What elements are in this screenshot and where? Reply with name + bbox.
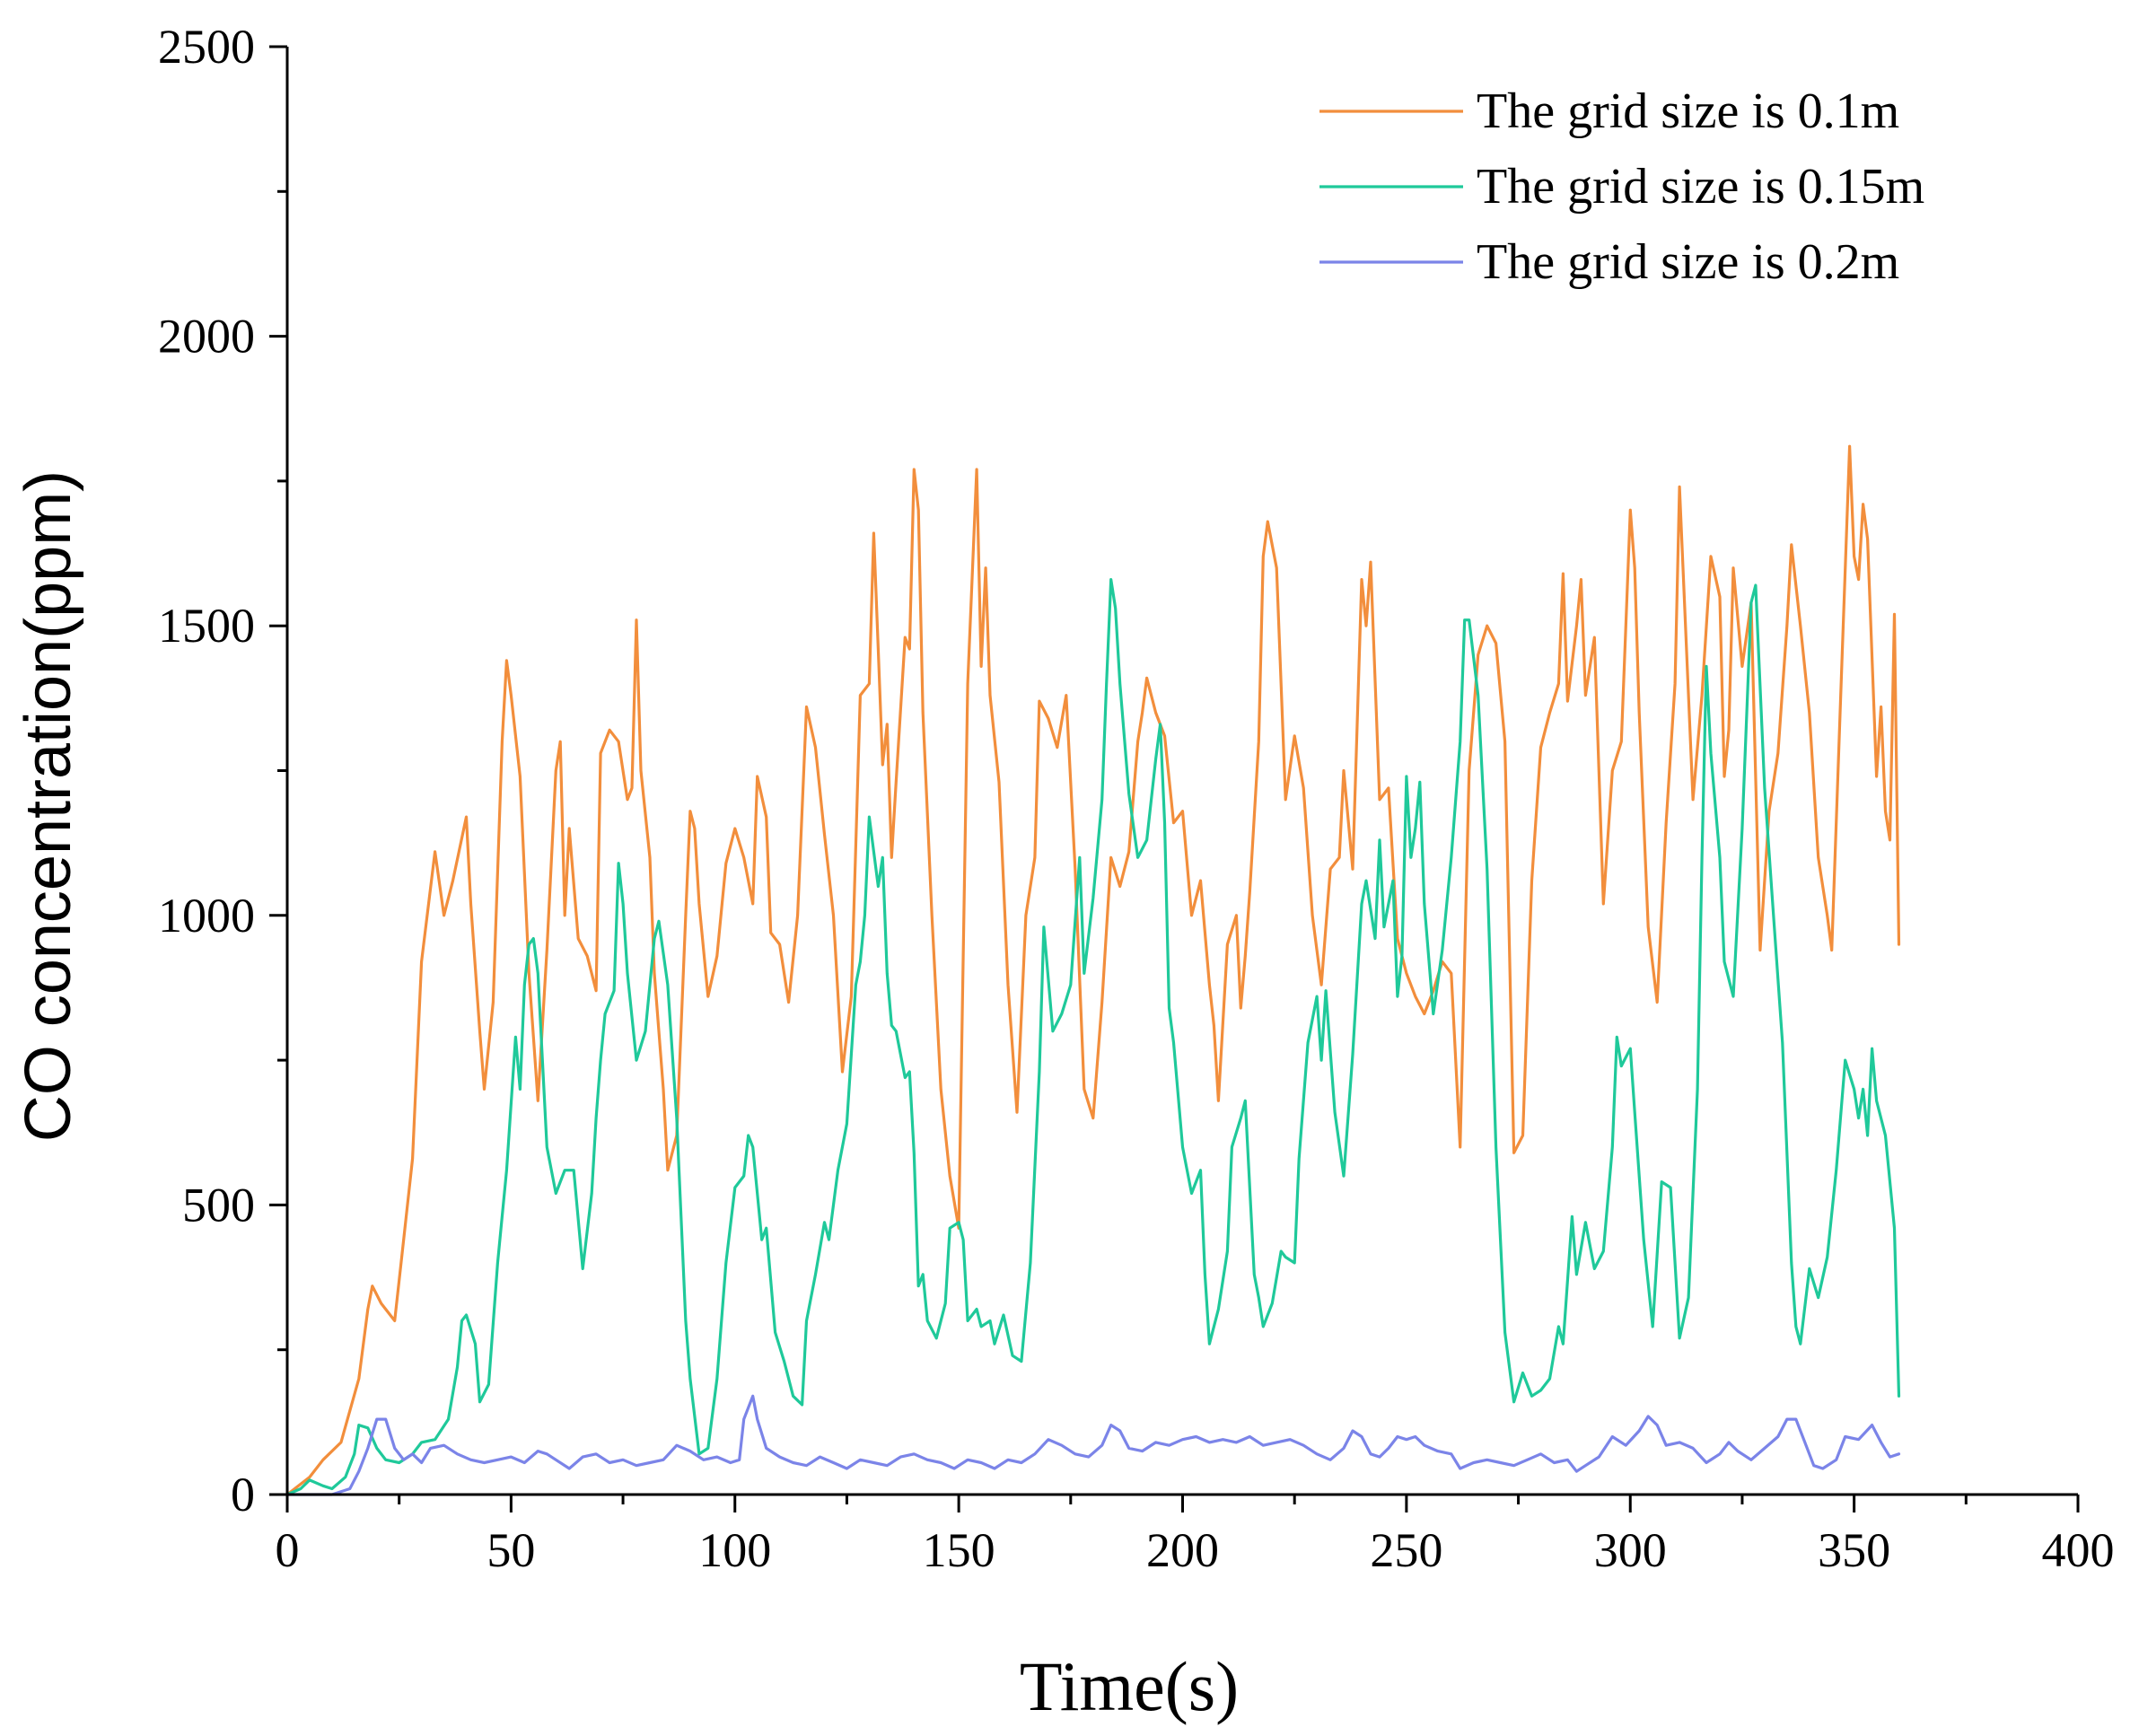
x-tick-label: 50 — [487, 1523, 535, 1577]
y-tick-label: 2000 — [158, 310, 255, 364]
x-tick-label: 200 — [1146, 1523, 1219, 1577]
legend-label-2: The grid size is 0.15m — [1477, 159, 1924, 215]
y-tick-label: 500 — [182, 1178, 255, 1232]
legend-label-1: The grid size is 0.1m — [1477, 83, 1899, 139]
x-tick-label: 350 — [1818, 1523, 1890, 1577]
y-tick-label: 2500 — [158, 20, 255, 74]
x-tick-label: 300 — [1594, 1523, 1667, 1577]
series-line-3 — [285, 1394, 1901, 1496]
legend-label-3: The grid size is 0.2m — [1477, 234, 1899, 290]
x-tick-label: 0 — [276, 1523, 300, 1577]
y-tick-label: 1500 — [158, 599, 255, 653]
x-tick-label: 400 — [2042, 1523, 2115, 1577]
y-axis-title: CO concentration(ppm) — [13, 470, 84, 1142]
series-line-2 — [285, 578, 1901, 1496]
series-layer — [285, 444, 1901, 1496]
legend: The grid size is 0.1m The grid size is 0.… — [1319, 83, 1924, 290]
x-axis-title: Time(s) — [1020, 1647, 1239, 1725]
y-tick-label: 1000 — [158, 889, 255, 943]
series-line-1 — [285, 444, 1901, 1496]
axes — [269, 45, 2080, 1512]
x-tick-label: 150 — [923, 1523, 995, 1577]
x-tick-label: 100 — [698, 1523, 771, 1577]
y-tick-label: 0 — [231, 1468, 255, 1521]
x-tick-label: 250 — [1370, 1523, 1442, 1577]
tick-labels: 0 50 100 150 200 250 300 350 400 0 500 1000 1500 2000… — [158, 20, 2115, 1577]
